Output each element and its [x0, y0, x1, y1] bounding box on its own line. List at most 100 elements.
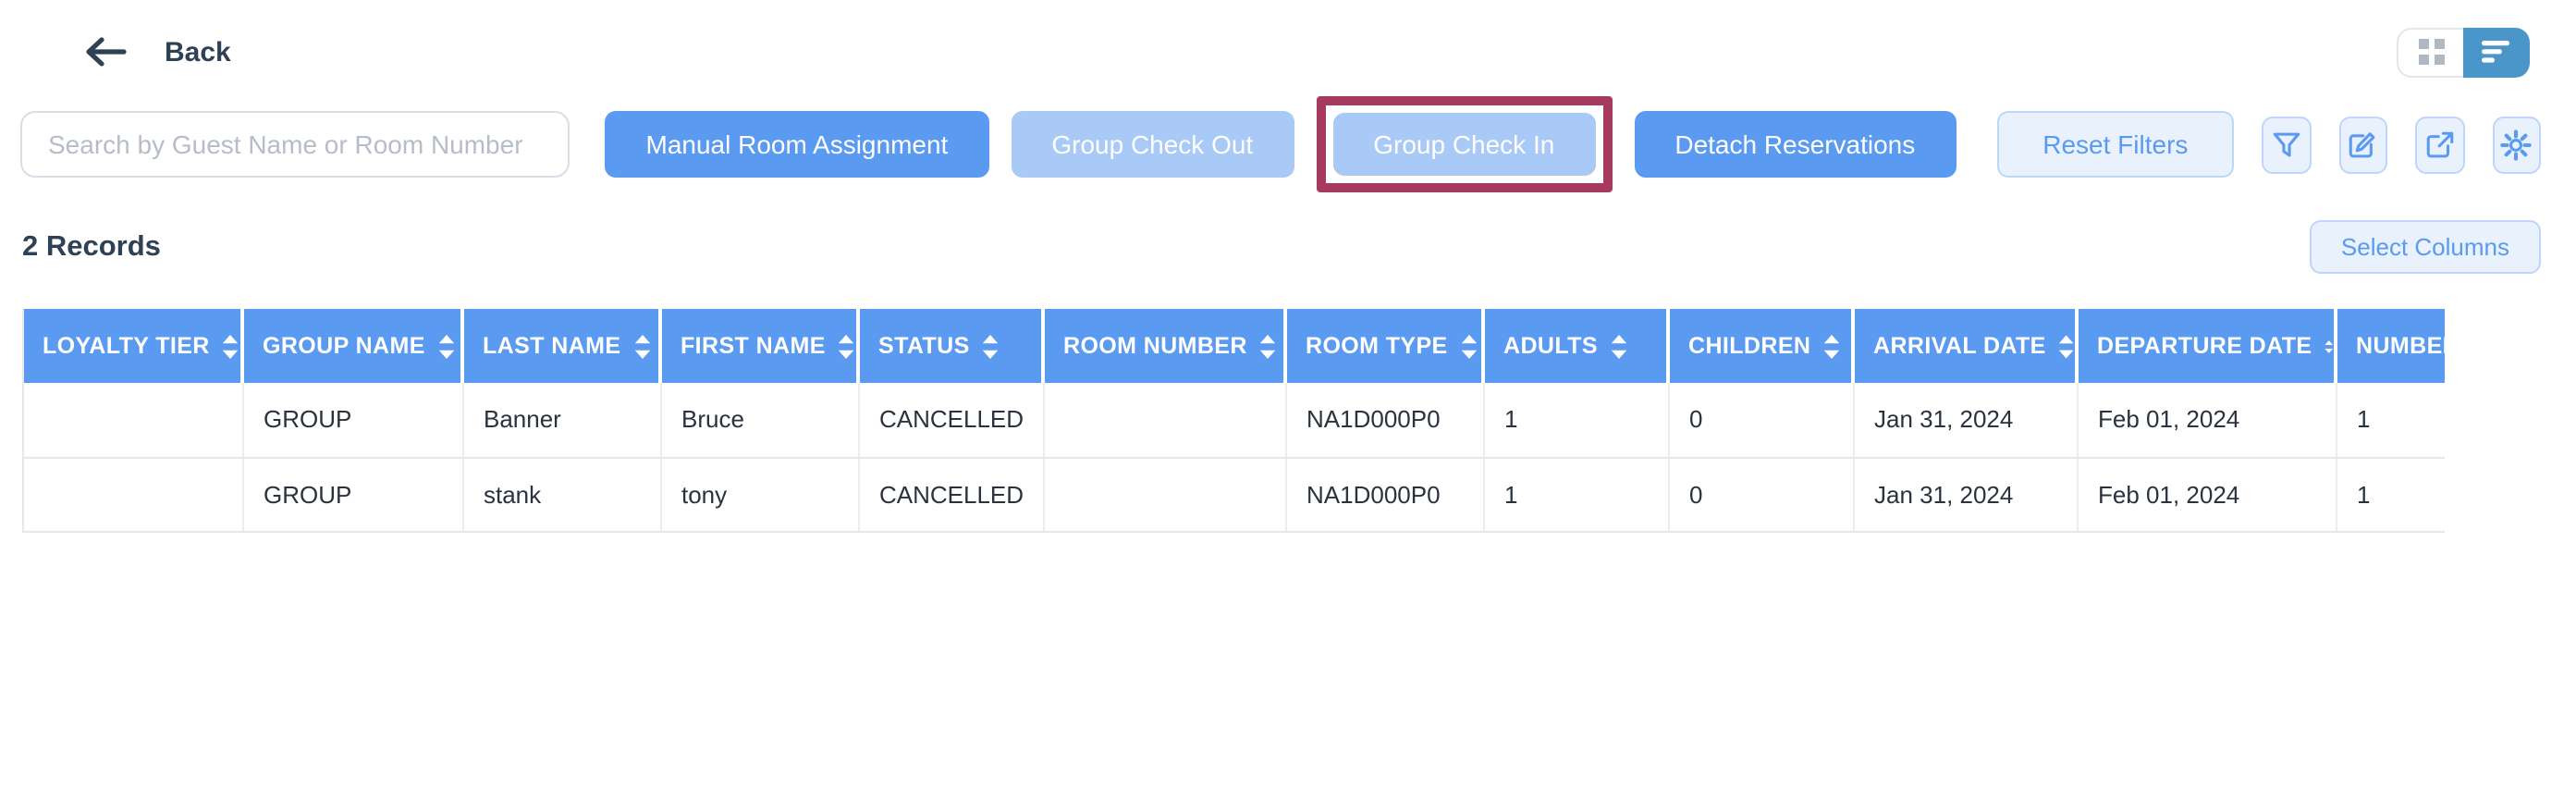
group-check-out-button[interactable]: Group Check Out [1011, 111, 1294, 178]
search-input[interactable] [20, 111, 570, 178]
table-cell: Banner [462, 383, 661, 458]
annotation-highlight: Group Check In [1316, 96, 1613, 192]
sort-icon [1611, 334, 1627, 358]
table-cell: 1 [1483, 383, 1669, 458]
column-header-content: ROOM NUMBER [1063, 333, 1282, 359]
column-header-label: GROUP NAME [263, 333, 425, 359]
group-check-in-button[interactable]: Group Check In [1332, 113, 1596, 176]
column-header-label: ROOM NUMBER [1063, 333, 1247, 359]
table-cell: NA1D000P0 [1285, 383, 1484, 458]
reservations-table-container: LOYALTY TIER GROUP NAME LAST NAME FIRST NAM… [22, 309, 2445, 532]
list-view-button[interactable] [2463, 27, 2530, 77]
records-count: 2 Records [22, 230, 161, 262]
table-cell: Jan 31, 2024 [1853, 383, 2078, 458]
reservations-table: LOYALTY TIER GROUP NAME LAST NAME FIRST NAM… [24, 309, 2445, 532]
table-cell: GROUP [242, 457, 463, 532]
sort-icon [983, 334, 999, 358]
table-cell: Jan 31, 2024 [1853, 457, 2078, 532]
sort-icon [2059, 334, 2073, 358]
table-row[interactable]: GROUP stank tony CANCELLED NA1D000P0 1 0 Jan 31… [24, 457, 2445, 532]
column-header-content: LAST NAME [483, 333, 656, 359]
column-header-group-name[interactable]: GROUP NAME [242, 309, 464, 383]
table-header-row: LOYALTY TIER GROUP NAME LAST NAME FIRST NAM… [24, 309, 2445, 383]
view-toggle [2397, 27, 2530, 77]
column-header-children[interactable]: CHILDREN [1668, 309, 1855, 383]
column-header-label: ADULTS [1503, 333, 1598, 359]
column-header-content: ADULTS [1503, 333, 1664, 359]
sort-icon [223, 334, 239, 358]
edit-button[interactable] [2338, 116, 2388, 173]
sort-icon [1461, 334, 1477, 358]
column-header-status[interactable]: STATUS [858, 309, 1045, 383]
sort-icon [839, 334, 854, 358]
column-header-loyalty-tier[interactable]: LOYALTY TIER [24, 309, 244, 383]
filter-button[interactable] [2262, 116, 2312, 173]
table-cell: 0 [1668, 457, 1854, 532]
sort-icon [1260, 334, 1277, 358]
table-cell [1043, 383, 1286, 458]
table-cell [1043, 457, 1286, 532]
top-bar: Back [0, 0, 2576, 78]
detach-reservations-button[interactable]: Detach Reservations [1634, 111, 1957, 178]
sort-icon [438, 334, 454, 358]
actions-toolbar: Manual Room Assignment Group Check Out G… [0, 94, 2576, 194]
table-row[interactable]: GROUP Banner Bruce CANCELLED NA1D000P0 1 0 Jan … [24, 383, 2445, 458]
column-header-label: FIRST NAME [681, 333, 826, 359]
column-header-content: DEPARTURE DATE [2097, 333, 2332, 359]
table-cell [24, 383, 243, 458]
settings-icon [2500, 129, 2533, 160]
table-cell: Feb 01, 2024 [2077, 383, 2337, 458]
column-header-label: CHILDREN [1688, 333, 1811, 359]
column-header-label: NUMBER [2356, 333, 2445, 359]
column-header-arrival-date[interactable]: ARRIVAL DATE [1853, 309, 2079, 383]
back-label: Back [165, 36, 231, 68]
column-header-label: ROOM TYPE [1306, 333, 1448, 359]
sort-icon [2325, 339, 2332, 352]
table-cell [24, 457, 243, 532]
table-cell: 0 [1668, 383, 1854, 458]
column-header-label: DEPARTURE DATE [2097, 333, 2312, 359]
column-header-content: GROUP NAME [263, 333, 459, 359]
table-cell: 1 [2336, 457, 2445, 532]
table-cell: stank [462, 457, 661, 532]
settings-button[interactable] [2492, 116, 2542, 173]
back-button[interactable]: Back [83, 36, 231, 68]
column-header-room-number[interactable]: ROOM NUMBER [1043, 309, 1287, 383]
column-header-content: LOYALTY TIER [43, 333, 239, 359]
column-header-number[interactable]: NUMBER [2336, 309, 2445, 383]
reset-filters-button[interactable]: Reset Filters [1996, 111, 2235, 178]
list-view-icon [2481, 41, 2512, 63]
edit-icon [2348, 129, 2379, 160]
column-header-content: CHILDREN [1688, 333, 1849, 359]
table-cell: GROUP [242, 383, 463, 458]
external-link-icon [2424, 129, 2456, 160]
column-header-departure-date[interactable]: DEPARTURE DATE [2077, 309, 2337, 383]
back-arrow-icon [83, 37, 128, 67]
sort-icon [1824, 334, 1840, 358]
column-header-adults[interactable]: ADULTS [1483, 309, 1670, 383]
grid-view-icon [2418, 39, 2444, 65]
column-header-content: STATUS [878, 333, 1039, 359]
column-header-label: STATUS [878, 333, 970, 359]
records-bar: 2 Records Select Columns [0, 220, 2576, 274]
table-cell: NA1D000P0 [1285, 457, 1484, 532]
sort-icon [634, 334, 650, 358]
column-header-room-type[interactable]: ROOM TYPE [1285, 309, 1485, 383]
table-cell: 1 [1483, 457, 1669, 532]
table-cell: CANCELLED [858, 457, 1044, 532]
manual-room-assignment-button[interactable]: Manual Room Assignment [605, 111, 989, 178]
column-header-last-name[interactable]: LAST NAME [462, 309, 662, 383]
filter-icon [2271, 129, 2302, 160]
grid-view-button[interactable] [2397, 27, 2463, 77]
table-cell: 1 [2336, 383, 2445, 458]
select-columns-button[interactable]: Select Columns [2309, 220, 2541, 274]
column-header-content: ROOM TYPE [1306, 333, 1479, 359]
table-cell: tony [660, 457, 859, 532]
column-header-first-name[interactable]: FIRST NAME [660, 309, 860, 383]
table-cell: CANCELLED [858, 383, 1044, 458]
table-cell: Feb 01, 2024 [2077, 457, 2337, 532]
table-cell: Bruce [660, 383, 859, 458]
open-external-button[interactable] [2415, 116, 2465, 173]
column-header-label: ARRIVAL DATE [1873, 333, 2046, 359]
